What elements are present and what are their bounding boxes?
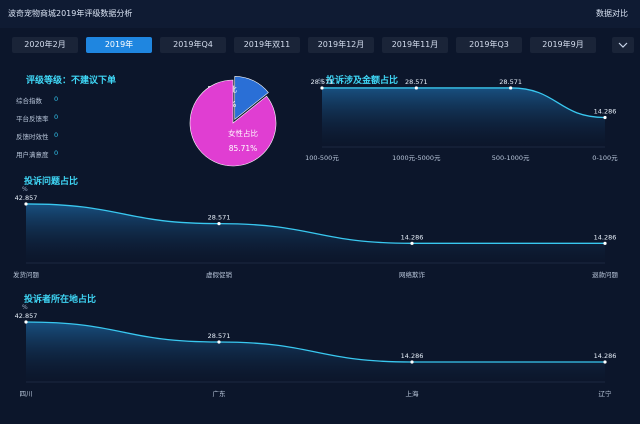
chart-point[interactable]: [24, 320, 28, 324]
chart-data-label: 14.286: [594, 107, 617, 115]
metric-label: 用户满意度: [16, 151, 49, 159]
metric-label: 反馈时效性: [16, 133, 49, 141]
chart-point[interactable]: [217, 340, 221, 344]
title-bar: 波奇宠物商城2019年评级数据分析 数据对比: [0, 0, 640, 28]
chart-data-label: 28.571: [311, 78, 334, 86]
chart-data-label: 14.286: [594, 233, 617, 241]
chart-x-tick-label: 1000元-5000元: [392, 154, 441, 162]
tab-6[interactable]: 2019年Q3: [456, 37, 522, 53]
tab-5[interactable]: 2019年11月: [382, 37, 448, 53]
chart-data-label: 42.857: [15, 312, 38, 320]
issue-chart-title: 投诉问题占比: [24, 177, 79, 187]
chart-y-unit: %: [22, 186, 28, 193]
chart-point[interactable]: [320, 86, 324, 90]
metric-value: 0: [54, 113, 59, 121]
tab-0[interactable]: 2020年2月: [12, 37, 78, 53]
chart-y-unit: %: [318, 78, 324, 85]
chart-point[interactable]: [603, 241, 607, 245]
tab-4[interactable]: 2019年12月: [308, 37, 374, 53]
chart-data-label: 42.857: [15, 194, 38, 202]
chart-x-tick-label: 500-1000元: [492, 154, 530, 162]
chart-x-tick-label: 虚假促销: [206, 270, 233, 279]
chart-x-tick-label: 广东: [213, 389, 227, 398]
more-tabs-button[interactable]: [612, 37, 634, 53]
chart-x-tick-label: 0-100元: [592, 154, 618, 162]
chart-data-label: 28.571: [405, 78, 428, 86]
chart-x-tick-label: 四川: [20, 390, 33, 398]
chart-data-label: 14.286: [401, 352, 424, 360]
chart-point[interactable]: [509, 86, 513, 90]
chart-point[interactable]: [414, 86, 418, 90]
chart-data-label: 28.571: [208, 332, 231, 340]
app-title: 波奇宠物商城2019年评级数据分析: [8, 9, 133, 18]
chart-area-fill: [322, 87, 605, 147]
chart-x-tick-label: 上海: [406, 389, 420, 398]
chart-x-tick-label: 100-500元: [305, 154, 339, 162]
chart-data-label: 14.286: [594, 352, 617, 360]
location-chart-title: 投诉者所在地占比: [24, 295, 97, 305]
chart-data-label: 14.286: [401, 233, 424, 241]
metric-label: 平台反馈率: [16, 115, 49, 123]
chart-point[interactable]: [603, 360, 607, 364]
chevron-down-icon: [618, 42, 628, 48]
metric-label: 综合指数: [16, 97, 42, 105]
tab-7[interactable]: 2019年9月: [530, 37, 596, 53]
tab-1[interactable]: 2019年: [86, 37, 152, 53]
rating-title: 评级等级：不建议下单: [26, 76, 117, 86]
chart-x-tick-label: 辽宁: [599, 389, 613, 398]
metric-value: 0: [54, 131, 59, 139]
tab-2[interactable]: 2019年Q4: [160, 37, 226, 53]
chart-x-tick-label: 网络欺诈: [399, 270, 426, 279]
metric-value: 0: [54, 95, 59, 103]
chart-y-unit: %: [22, 304, 28, 311]
chart-data-label: 28.571: [499, 78, 522, 86]
compare-button[interactable]: 数据对比: [596, 9, 628, 18]
metric-value: 0: [54, 149, 59, 157]
chart-series-line: [25, 321, 605, 363]
tab-3[interactable]: 2019年双11: [234, 37, 300, 53]
chart-point[interactable]: [410, 241, 414, 245]
chart-x-tick-label: 退款问题: [592, 270, 619, 279]
chart-series-line: [322, 87, 606, 119]
chart-point[interactable]: [410, 360, 414, 364]
chart-series-line: [25, 203, 605, 244]
chart-point[interactable]: [603, 115, 607, 120]
chart-data-label: 28.571: [208, 214, 231, 222]
chart-point[interactable]: [217, 222, 221, 226]
chart-point[interactable]: [24, 202, 28, 206]
chart-x-tick-label: 发货问题: [13, 270, 40, 279]
amount-chart-title: 投诉涉及金额占比: [326, 76, 399, 86]
